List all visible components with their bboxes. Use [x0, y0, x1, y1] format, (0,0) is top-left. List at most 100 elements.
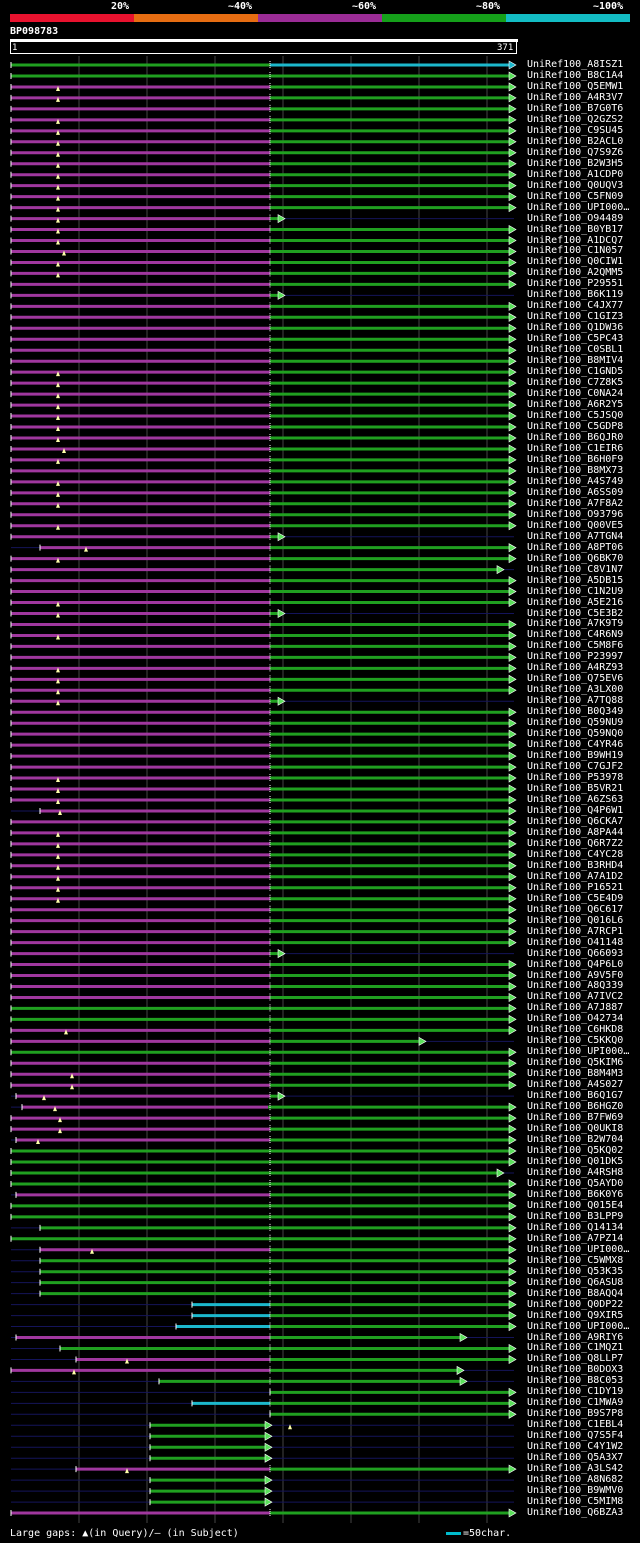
hit-label[interactable]: UniRef100_A1DCQ7 [527, 234, 624, 246]
hit-label[interactable]: UniRef100_B8MIV4 [527, 355, 624, 367]
hit-label[interactable]: UniRef100_A3LS42 [527, 1463, 624, 1475]
hit-label[interactable]: UniRef100_C1DY19 [527, 1386, 624, 1398]
hit-label[interactable]: UniRef100_A7F8A2 [527, 497, 624, 509]
hit-label[interactable]: UniRef100_B3LPP9 [527, 1210, 624, 1222]
hit-label[interactable]: UniRef100_A6SS09 [527, 486, 624, 498]
hit-label[interactable]: UniRef100_Q5EMW1 [527, 80, 624, 92]
hit-label[interactable]: UniRef100_B6Q1G7 [527, 1090, 624, 1102]
hit-label[interactable]: UniRef100_B6QJR0 [527, 431, 624, 443]
hit-label[interactable]: UniRef100_C1GIZ3 [527, 311, 624, 323]
hit-label[interactable]: UniRef100_O94489 [527, 212, 624, 224]
hit-label[interactable]: UniRef100_A6ZS63 [527, 793, 624, 805]
hit-label[interactable]: UniRef100_Q0UQV3 [527, 179, 624, 191]
hit-label[interactable]: UniRef100_C0SBL1 [527, 344, 624, 356]
hit-label[interactable]: UniRef100_Q5AYD0 [527, 1177, 624, 1189]
hit-label[interactable]: UniRef100_A7RCP1 [527, 925, 624, 937]
hit-label[interactable]: UniRef100_C1GND5 [527, 366, 624, 378]
hit-label[interactable]: UniRef100_B8C1A4 [527, 69, 624, 81]
hit-label[interactable]: UniRef100_Q0CIW1 [527, 256, 624, 268]
hit-label[interactable]: UniRef100_C1N057 [527, 245, 624, 257]
hit-label[interactable]: UniRef100_B7G0T6 [527, 102, 624, 114]
hit-label[interactable]: UniRef100_Q59NU9 [527, 717, 624, 729]
hit-label[interactable]: UniRef100_A4S027 [527, 1079, 624, 1091]
hit-label[interactable]: UniRef100_Q6BZA3 [527, 1507, 624, 1519]
hit-label[interactable]: UniRef100_O93796 [527, 508, 624, 520]
hit-label[interactable]: UniRef100_UPI000… [527, 1046, 630, 1058]
hit-label[interactable]: UniRef100_C1MQZ1 [527, 1342, 624, 1354]
hit-label[interactable]: UniRef100_O42734 [527, 1013, 624, 1025]
hit-label[interactable]: UniRef100_A4RSH8 [527, 1166, 624, 1178]
hit-label[interactable]: UniRef100_C5GDP8 [527, 421, 624, 432]
hit-label[interactable]: UniRef100_C1MWA9 [527, 1397, 624, 1409]
hit-label[interactable]: UniRef100_C4Y1W2 [527, 1441, 624, 1453]
hit-label[interactable]: UniRef100_Q6R7Z2 [527, 837, 624, 849]
hit-label[interactable]: UniRef100_Q14134 [527, 1221, 624, 1233]
hit-label[interactable]: UniRef100_A1CDP0 [527, 168, 624, 180]
hit-label[interactable]: UniRef100_A9V5F0 [527, 969, 624, 981]
hit-label[interactable]: UniRef100_B8C053 [527, 1375, 624, 1387]
hit-label[interactable]: UniRef100_C4JX77 [527, 300, 624, 312]
hit-label[interactable]: UniRef100_B6K0Y6 [527, 1188, 624, 1200]
hit-label[interactable]: UniRef100_Q9XIR5 [527, 1309, 624, 1321]
hit-label[interactable]: UniRef100_C6HKD8 [527, 1024, 624, 1036]
hit-label[interactable]: UniRef100_Q2GZS2 [527, 113, 624, 125]
hit-label[interactable]: UniRef100_B5VR21 [527, 783, 624, 795]
hit-label[interactable]: UniRef100_C9SU45 [527, 124, 624, 136]
hit-label[interactable]: UniRef100_Q7S5F4 [527, 1430, 624, 1442]
hit-label[interactable]: UniRef100_A7IVC2 [527, 991, 624, 1003]
hit-label[interactable]: UniRef100_Q5KIM6 [527, 1057, 624, 1069]
hit-label[interactable]: UniRef100_A7K9T9 [527, 618, 624, 630]
hit-label[interactable]: UniRef100_Q75EV6 [527, 673, 624, 685]
hit-label[interactable]: UniRef100_Q6CKA7 [527, 815, 624, 827]
hit-label[interactable]: UniRef100_A6R2Y5 [527, 399, 624, 411]
hit-label[interactable]: UniRef100_C5JSQ0 [527, 410, 624, 422]
hit-label[interactable]: UniRef100_Q6BK70 [527, 552, 624, 564]
hit-label[interactable]: UniRef100_P29551 [527, 278, 624, 290]
hit-label[interactable]: UniRef100_B6HGZ0 [527, 1101, 624, 1113]
hit-label[interactable]: UniRef100_B6K119 [527, 289, 624, 301]
hit-label[interactable]: UniRef100_Q1DW36 [527, 322, 624, 334]
hit-label[interactable]: UniRef100_A8PT06 [527, 541, 624, 553]
hit-label[interactable]: UniRef100_UPI000… [527, 1243, 630, 1255]
hit-label[interactable]: UniRef100_B2ACL0 [527, 135, 624, 147]
hit-label[interactable]: UniRef100_Q7S9Z6 [527, 146, 624, 158]
hit-label[interactable]: UniRef100_P53978 [527, 772, 624, 784]
hit-label[interactable]: UniRef100_A8ISZ1 [527, 59, 624, 70]
hit-label[interactable]: UniRef100_Q4P6W1 [527, 804, 624, 816]
hit-label[interactable]: UniRef100_A8PA44 [527, 826, 624, 838]
hit-label[interactable]: UniRef100_C5FN09 [527, 190, 624, 202]
hit-label[interactable]: UniRef100_UPI000… [527, 201, 630, 213]
hit-label[interactable]: UniRef100_B3RHD4 [527, 859, 624, 871]
hit-label[interactable]: UniRef100_Q59NQ0 [527, 728, 624, 740]
hit-label[interactable]: UniRef100_Q4P6L0 [527, 958, 624, 970]
hit-label[interactable]: UniRef100_P23997 [527, 651, 624, 663]
hit-label[interactable]: UniRef100_A7J887 [527, 1002, 624, 1014]
hit-label[interactable]: UniRef100_C5E4D9 [527, 892, 624, 904]
hit-label[interactable]: UniRef100_C1N2U9 [527, 585, 624, 597]
hit-label[interactable]: UniRef100_A5DB15 [527, 574, 624, 586]
hit-label[interactable]: UniRef100_Q00VE5 [527, 519, 624, 531]
hit-label[interactable]: UniRef100_UPI000… [527, 1320, 630, 1332]
hit-label[interactable]: UniRef100_C0NA24 [527, 388, 624, 400]
hit-label[interactable]: UniRef100_C1EIR6 [527, 442, 624, 454]
hit-label[interactable]: UniRef100_Q0UKI8 [527, 1123, 624, 1135]
hit-label[interactable]: UniRef100_C7Z8K5 [527, 377, 624, 389]
hit-label[interactable]: UniRef100_C5M8F6 [527, 640, 624, 652]
hit-label[interactable]: UniRef100_B0DOX3 [527, 1364, 624, 1376]
hit-label[interactable]: UniRef100_A7A1D2 [527, 870, 624, 882]
hit-label[interactable]: UniRef100_Q01DK5 [527, 1156, 624, 1167]
hit-label[interactable]: UniRef100_B9S7P8 [527, 1408, 624, 1420]
hit-label[interactable]: UniRef100_C5E3B2 [527, 607, 624, 619]
hit-label[interactable]: UniRef100_C7GJF2 [527, 761, 624, 773]
hit-label[interactable]: UniRef100_Q015E4 [527, 1199, 624, 1211]
hit-label[interactable]: UniRef100_C4R6N9 [527, 629, 624, 641]
hit-label[interactable]: UniRef100_Q6ASU8 [527, 1276, 624, 1288]
hit-label[interactable]: UniRef100_B7FW69 [527, 1112, 624, 1124]
hit-label[interactable]: UniRef100_A9RIY6 [527, 1331, 624, 1343]
hit-label[interactable]: UniRef100_Q66093 [527, 947, 624, 959]
hit-label[interactable]: UniRef100_P16521 [527, 881, 624, 893]
hit-label[interactable]: UniRef100_B9WMV0 [527, 1485, 624, 1497]
hit-label[interactable]: UniRef100_C5WMX8 [527, 1254, 624, 1266]
hit-label[interactable]: UniRef100_B0YB17 [527, 223, 624, 235]
hit-label[interactable]: UniRef100_Q016L6 [527, 914, 624, 926]
